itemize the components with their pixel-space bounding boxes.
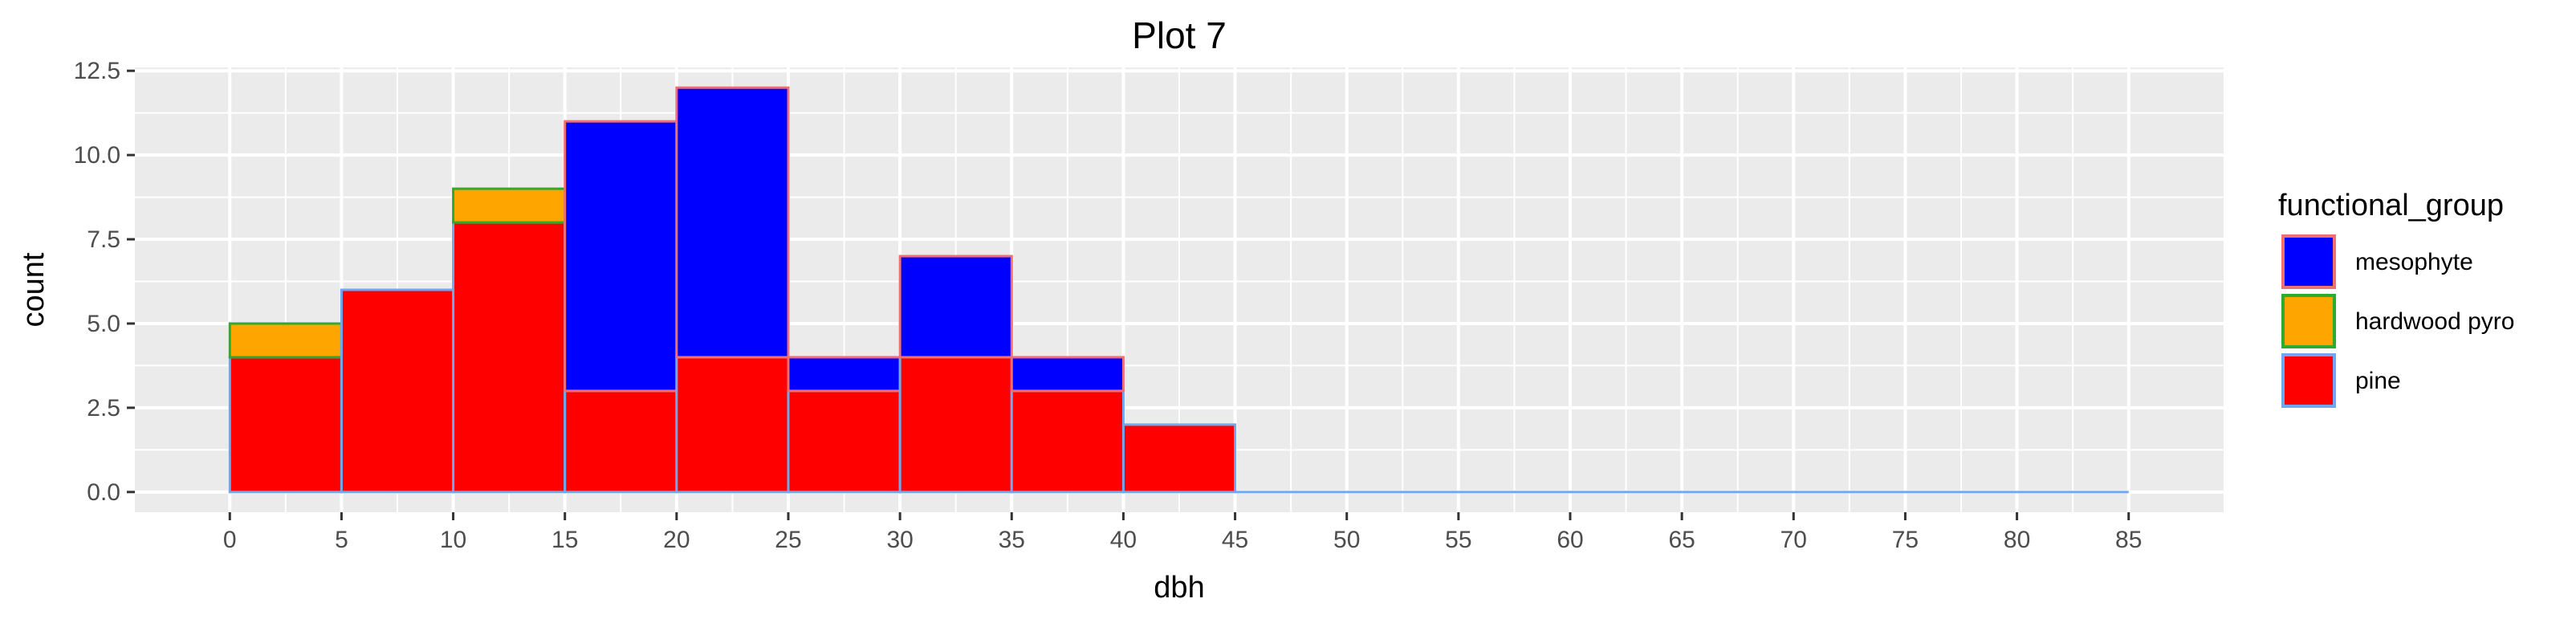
bar-mesophyte-bin-25 (787, 356, 901, 393)
x-tick-label: 30 (886, 527, 913, 553)
bar-mesophyte-bin-35 (1010, 356, 1125, 393)
legend-title: functional_group (2278, 189, 2504, 222)
x-tick-label: 70 (1780, 527, 1807, 553)
x-tick-label: 25 (775, 527, 801, 553)
x-tick-label: 20 (663, 527, 690, 553)
legend-label-hardwood-pyro: hardwood pyro (2355, 308, 2514, 335)
y-tick-label: 10.0 (74, 142, 120, 169)
legend-label-mesophyte: mesophyte (2355, 249, 2473, 275)
bar-pine-bin-5 (340, 288, 455, 494)
x-axis-title: dbh (1154, 571, 1204, 605)
x-tick-label: 55 (1445, 527, 1471, 553)
bar-mesophyte-bin-30 (898, 255, 1013, 359)
y-axis-title: count (17, 252, 51, 327)
legend-label-pine: pine (2355, 368, 2401, 394)
legend: functional_group mesophyte hardwood pyro p… (2278, 189, 2514, 408)
bar-pine-bin-40 (1121, 423, 1237, 494)
bar-hardwood-pyro-bin-0 (228, 322, 343, 359)
legend-swatch-hardwood-pyro (2281, 294, 2336, 348)
x-tick-label: 45 (1222, 527, 1248, 553)
plot-title: Plot 7 (1132, 14, 1227, 56)
x-tick-label: 60 (1557, 527, 1583, 553)
x-tick-label: 15 (551, 527, 578, 553)
x-tick-label: 80 (2004, 527, 2030, 553)
bar-pine-bin-20 (675, 356, 790, 494)
bar-pine-bin-25 (787, 389, 901, 494)
y-tick-label: 0.0 (87, 479, 120, 506)
y-tick-label: 12.5 (74, 58, 120, 84)
y-tick-label: 5.0 (87, 311, 120, 337)
y-tick-label: 2.5 (87, 395, 120, 421)
x-tick-label: 75 (1892, 527, 1919, 553)
bar-mesophyte-bin-20 (675, 86, 790, 359)
bar-mesophyte-bin-15 (564, 120, 678, 393)
bar-pine-bin-15 (564, 389, 678, 494)
x-tick-label: 0 (223, 527, 237, 553)
bar-pine-bin-10 (452, 221, 567, 494)
bar-pine-bin-35 (1010, 389, 1125, 494)
x-tick-label: 35 (999, 527, 1025, 553)
legend-swatch-pine (2281, 353, 2336, 408)
x-tick-label: 85 (2115, 527, 2142, 553)
legend-swatch-mesophyte (2281, 234, 2336, 289)
x-tick-label: 40 (1110, 527, 1137, 553)
y-tick-label: 7.5 (87, 226, 120, 253)
x-tick-label: 50 (1333, 527, 1360, 553)
bar-pine-bin-30 (898, 356, 1013, 494)
x-tick-label: 10 (440, 527, 466, 553)
x-tick-label: 65 (1668, 527, 1695, 553)
x-tick-label: 5 (335, 527, 348, 553)
bar-hardwood-pyro-bin-10 (452, 187, 567, 224)
bar-pine-bin-0 (228, 356, 343, 494)
